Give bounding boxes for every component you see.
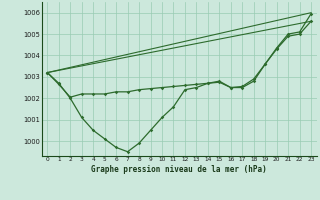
X-axis label: Graphe pression niveau de la mer (hPa): Graphe pression niveau de la mer (hPa) bbox=[91, 165, 267, 174]
